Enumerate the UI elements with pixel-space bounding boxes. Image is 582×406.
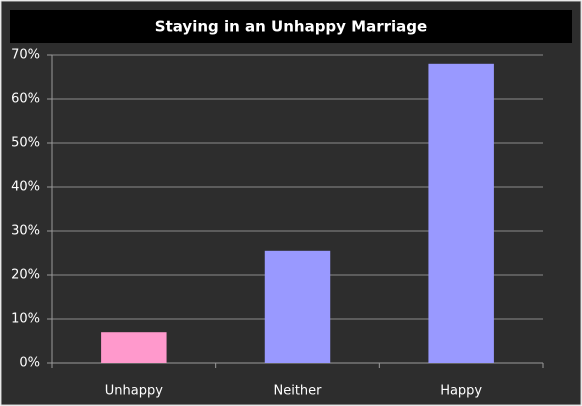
y-tick-label: 20% xyxy=(11,268,40,283)
x-tick-label: Unhappy xyxy=(105,384,163,399)
y-tick-label: 50% xyxy=(11,136,40,151)
x-tick-label: Neither xyxy=(273,384,322,399)
title-banner xyxy=(10,10,572,43)
y-tick-label: 40% xyxy=(11,180,40,195)
y-tick-label: 70% xyxy=(11,48,40,63)
y-tick-label: 0% xyxy=(19,356,40,371)
chart-title: Staying in an Unhappy Marriage xyxy=(155,18,427,36)
bar xyxy=(264,250,331,363)
x-tick-label: Happy xyxy=(440,384,482,399)
bar xyxy=(428,63,494,364)
y-tick-label: 30% xyxy=(11,224,40,239)
bar xyxy=(101,332,167,363)
y-tick-label: 10% xyxy=(11,312,40,327)
y-tick-label: 60% xyxy=(11,92,40,107)
